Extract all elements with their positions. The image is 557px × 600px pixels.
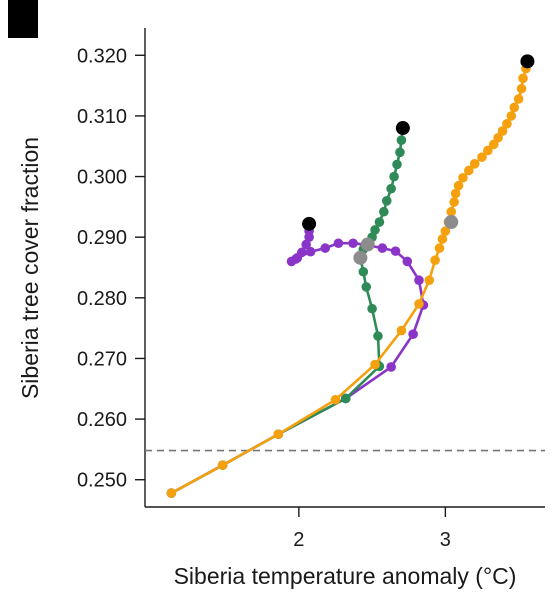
endpoint-marker xyxy=(395,121,410,136)
data-point xyxy=(379,206,389,217)
data-point xyxy=(396,325,407,336)
data-point xyxy=(333,238,344,249)
x-tick-label: 2 xyxy=(293,529,304,551)
endpoint-marker xyxy=(302,216,317,231)
data-point xyxy=(392,159,402,170)
data-point xyxy=(414,275,424,286)
endpoint-marker xyxy=(520,54,535,69)
data-point xyxy=(408,329,418,339)
data-point xyxy=(502,119,512,129)
series-group xyxy=(166,123,408,498)
data-point xyxy=(449,197,459,207)
data-point xyxy=(377,243,388,253)
data-point xyxy=(440,226,451,236)
data-point xyxy=(430,255,440,266)
data-point xyxy=(518,73,528,84)
data-point xyxy=(402,256,413,267)
midpoint-marker xyxy=(444,215,459,230)
data-point xyxy=(453,180,464,191)
data-point xyxy=(373,331,383,341)
x-tick-label: 3 xyxy=(440,529,451,551)
data-point xyxy=(469,159,480,169)
data-point xyxy=(381,196,392,206)
y-tick-label: 0.290 xyxy=(77,227,127,249)
y-tick-label: 0.300 xyxy=(77,167,127,189)
axes: 0.250 0.260 0.270 0.280 0.290 0.300 0.310 0.320… xyxy=(77,28,545,551)
data-point xyxy=(477,152,487,162)
data-point xyxy=(396,135,407,145)
series-line xyxy=(170,59,529,495)
data-point xyxy=(446,206,457,217)
data-point xyxy=(390,246,401,256)
data-point xyxy=(296,247,307,258)
data-point xyxy=(464,165,474,176)
y-tick-label: 0.270 xyxy=(77,348,127,370)
series-layer xyxy=(166,54,535,498)
midpoint-marker xyxy=(360,237,375,252)
data-point xyxy=(370,359,380,370)
y-tick-label: 0.250 xyxy=(77,470,127,492)
data-point xyxy=(414,299,424,309)
data-point xyxy=(389,171,399,182)
data-point xyxy=(395,147,405,158)
data-point xyxy=(330,394,341,405)
data-point xyxy=(450,188,461,199)
data-point xyxy=(424,275,435,286)
data-point xyxy=(434,243,445,253)
data-point xyxy=(305,246,316,257)
data-point xyxy=(458,172,468,183)
series-line xyxy=(170,229,425,495)
data-point xyxy=(509,102,520,113)
y-tick-label: 0.280 xyxy=(77,288,127,310)
data-point xyxy=(291,254,301,264)
data-point xyxy=(513,94,524,104)
data-point xyxy=(340,393,351,404)
series-group xyxy=(166,226,429,498)
data-point xyxy=(367,303,377,314)
data-point xyxy=(217,460,228,470)
data-point xyxy=(166,488,177,498)
x-axis-title: Siberia temperature anomaly (°C) xyxy=(174,563,517,589)
panel-label-block xyxy=(8,0,38,38)
data-point xyxy=(374,217,385,227)
midpoint-marker xyxy=(353,250,368,265)
data-point xyxy=(348,238,358,249)
y-tick-label: 0.320 xyxy=(77,45,127,67)
series-group xyxy=(166,56,533,498)
data-point xyxy=(320,243,331,253)
data-point xyxy=(370,225,380,235)
data-point xyxy=(497,126,508,136)
data-point xyxy=(506,111,517,121)
y-tick-label: 0.310 xyxy=(77,106,127,128)
data-point xyxy=(386,183,396,194)
data-point xyxy=(483,145,493,156)
data-point xyxy=(361,282,372,292)
data-point xyxy=(516,83,527,94)
data-point xyxy=(386,362,396,372)
data-point xyxy=(437,234,448,244)
data-point xyxy=(358,266,369,277)
y-axis-title: Siberia tree cover fraction xyxy=(17,137,43,399)
data-point xyxy=(301,239,311,250)
y-tick-label: 0.260 xyxy=(77,409,127,431)
data-point xyxy=(273,429,284,440)
